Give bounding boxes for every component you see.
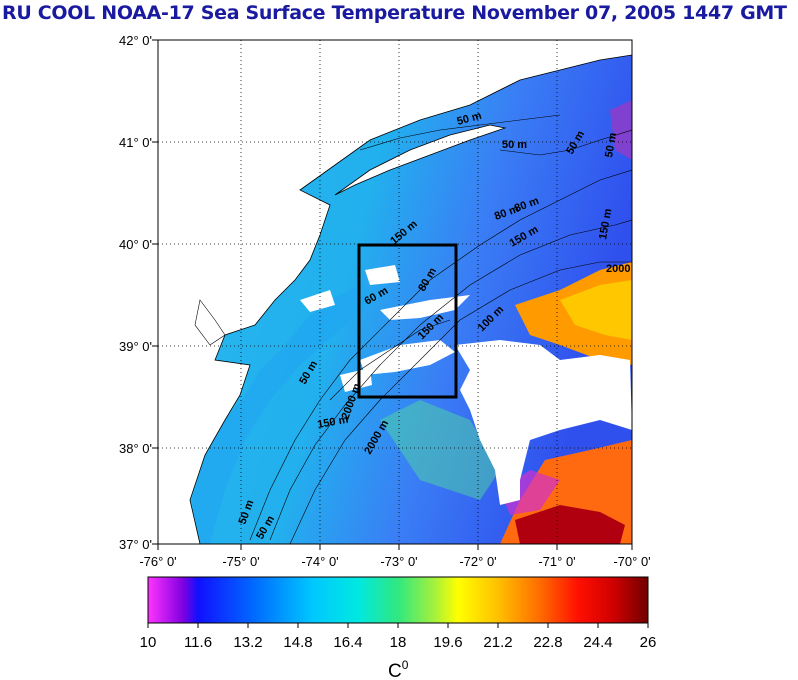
colorbar-tick-label: 24.4: [583, 634, 612, 651]
colorbar-tick-label: 26: [640, 634, 657, 651]
sst-coastal-band: [192, 285, 380, 544]
lon-label: -73° 0': [380, 554, 417, 569]
land-mainland: [158, 40, 632, 544]
lon-label: -71° 0': [538, 554, 575, 569]
land-long-island: [334, 124, 507, 196]
lat-label: 37° 0': [119, 537, 152, 552]
colorbar-tick-label: 19.6: [433, 634, 462, 651]
map-border: [157, 39, 633, 545]
colorbar-tick-label: 21.2: [483, 634, 512, 651]
cloud-patch-5: [380, 295, 470, 320]
colorbar-tick-label: 16.4: [333, 634, 362, 651]
colorbar-tick-label: 13.2: [233, 634, 262, 651]
cloud-patch-6: [340, 368, 372, 392]
study-area-box: [357, 243, 458, 399]
colorbar-tick-label: 10: [140, 634, 157, 651]
lon-label: -75° 0': [222, 554, 259, 569]
contour-label: 150 m: [316, 414, 349, 431]
cloud-patch-2: [455, 340, 632, 505]
lat-label: 42° 0': [119, 33, 152, 48]
colorbar-ticks: 10 11.6 13.2 14.8 16.4 18 19.6 21.2 22.8 24.4 26: [140, 623, 657, 651]
sst-purple-ne: [610, 100, 632, 160]
cloud-patch-3: [300, 290, 335, 312]
contour-label: 150 m: [597, 208, 614, 241]
map-title: RU COOL NOAA-17 Sea Surface Temperature …: [2, 2, 787, 24]
sst-warm-core: [560, 280, 632, 340]
contour-label: 50 m: [603, 132, 619, 159]
longitude-axis: -76° 0' -75° 0' -74° 0' -73° 0' -72° 0' -71° …: [139, 544, 651, 569]
sst-green-band: [380, 400, 500, 500]
colorbar-tick-label: 22.8: [533, 634, 562, 651]
lat-label: 39° 0': [119, 339, 152, 354]
lon-label: -74° 0': [301, 554, 338, 569]
colorbar-tick-label: 14.8: [283, 634, 312, 651]
latitude-axis: 42° 0' 41° 0' 40° 0' 39° 0' 38° 0' 37° 0': [119, 33, 158, 552]
colorbar-tick-label: 11.6: [184, 634, 212, 651]
contour-label: 50 m: [502, 139, 527, 151]
lat-label: 40° 0': [119, 237, 152, 252]
land-delmarva: [194, 299, 226, 346]
colorbar-unit: C0: [388, 658, 409, 680]
lon-label: -70° 0': [613, 554, 650, 569]
lon-label: -72° 0': [459, 554, 496, 569]
lon-label: -76° 0': [139, 554, 176, 569]
graticule: [158, 40, 632, 544]
colorbar-tick-label: 18: [390, 634, 407, 651]
colorbar: [147, 576, 649, 624]
lat-label: 41° 0': [119, 135, 152, 150]
sst-imagery: [158, 40, 632, 544]
contour-label: 2000: [606, 263, 630, 275]
sst-hot-spot: [515, 505, 625, 544]
cloud-patch-4: [365, 265, 400, 285]
lat-label: 38° 0': [119, 441, 152, 456]
